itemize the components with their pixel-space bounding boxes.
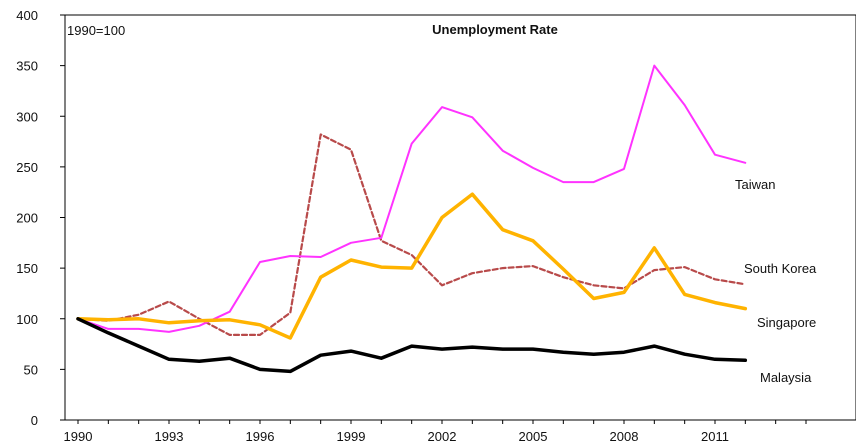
series-label-singapore: Singapore: [757, 315, 816, 330]
y-tick-label: 200: [16, 211, 38, 226]
y-tick-label: 150: [16, 261, 38, 276]
chart-title: Unemployment Rate: [432, 22, 558, 37]
x-tick-label: 1993: [155, 429, 184, 444]
y-tick-label: 300: [16, 109, 38, 124]
series-layer: [76, 64, 748, 374]
x-tick-label: 2002: [428, 429, 457, 444]
series-line-singapore: [76, 192, 748, 340]
x-tick-label: 2008: [610, 429, 639, 444]
x-tick-label: 2005: [519, 429, 548, 444]
series-label-south-korea: South Korea: [744, 261, 817, 276]
y-tick-label: 400: [16, 8, 38, 23]
x-axis: 1990 1993 1996 1999 2002 2005 2008 2011: [64, 420, 807, 444]
x-tick-label: 1996: [246, 429, 275, 444]
x-tick-label: 1999: [337, 429, 366, 444]
series-label-malaysia: Malaysia: [760, 370, 812, 385]
x-tick-label: 2011: [701, 429, 729, 444]
series-labels: Taiwan South Korea Singapore Malaysia: [735, 177, 817, 385]
plot-area: [64, 14, 856, 421]
series-line-malaysia: [76, 317, 748, 374]
y-tick-label: 0: [31, 413, 38, 428]
y-tick-label: 250: [16, 160, 38, 175]
chart-note: 1990=100: [67, 23, 125, 38]
x-tick-label: 1990: [64, 429, 93, 444]
series-line-south-korea: [76, 133, 747, 336]
y-tick-label: 350: [16, 59, 38, 74]
y-axis: 0 50 100 150 200 250 300 350 400: [16, 8, 65, 428]
series-label-taiwan: Taiwan: [735, 177, 775, 192]
series-line-taiwan: [77, 64, 747, 333]
y-tick-label: 50: [24, 362, 38, 377]
y-tick-label: 100: [16, 312, 38, 327]
